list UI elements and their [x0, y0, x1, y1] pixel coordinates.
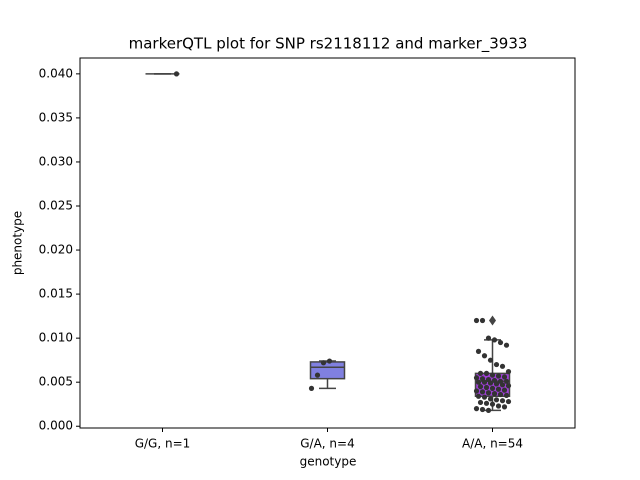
point — [485, 335, 492, 341]
point — [497, 339, 504, 346]
y-axis-label: phenotype — [11, 211, 25, 275]
point — [495, 386, 502, 392]
point — [483, 384, 490, 391]
point — [485, 390, 492, 396]
point — [495, 403, 502, 409]
point — [483, 370, 490, 376]
x-tick-label: G/A, n=4 — [300, 437, 354, 451]
point — [505, 383, 512, 389]
point — [491, 391, 498, 397]
point — [473, 317, 480, 324]
point — [499, 382, 506, 388]
point — [487, 357, 494, 363]
y-tick-label: 0.030 — [39, 154, 73, 168]
y-tick-label: 0.005 — [39, 375, 73, 389]
x-tick-label: G/G, n=1 — [135, 437, 191, 451]
point — [487, 380, 494, 386]
point — [475, 393, 482, 399]
point — [501, 404, 508, 410]
point — [477, 399, 484, 406]
point — [499, 363, 506, 369]
y-tick-label: 0.035 — [39, 110, 73, 124]
point — [481, 394, 488, 400]
point — [495, 373, 502, 379]
y-tick-label: 0.040 — [39, 66, 73, 80]
point — [479, 317, 486, 324]
flier — [489, 315, 496, 326]
point — [475, 348, 482, 354]
point — [479, 406, 486, 413]
point — [489, 385, 496, 391]
point — [479, 389, 486, 395]
point — [473, 388, 480, 394]
point — [503, 342, 510, 348]
point — [493, 381, 500, 387]
point — [501, 374, 508, 380]
point — [487, 396, 494, 402]
x-axis-label: genotype — [300, 455, 357, 469]
point — [481, 379, 488, 385]
y-tick-label: 0.020 — [39, 243, 73, 257]
point — [489, 401, 496, 407]
point — [481, 353, 488, 359]
point — [485, 407, 492, 413]
point — [505, 398, 512, 405]
y-tick-label: 0.015 — [39, 287, 73, 301]
point — [493, 361, 500, 368]
point — [477, 383, 484, 390]
point — [483, 400, 490, 406]
point — [499, 398, 506, 404]
x-tick-label: A/A, n=54 — [462, 437, 523, 451]
point — [477, 370, 484, 376]
point — [473, 375, 480, 381]
point — [473, 406, 480, 412]
point — [491, 337, 498, 343]
point — [320, 360, 327, 366]
y-tick-label: 0.025 — [39, 199, 73, 213]
point — [503, 392, 510, 399]
point — [505, 369, 512, 375]
point — [326, 358, 333, 364]
point — [475, 379, 482, 385]
point — [173, 71, 180, 77]
point — [314, 372, 321, 378]
point — [503, 378, 510, 384]
point — [497, 391, 504, 398]
point — [308, 385, 315, 391]
point — [501, 387, 508, 393]
y-tick-label: 0.000 — [39, 419, 73, 433]
point — [489, 372, 496, 378]
y-tick-label: 0.010 — [39, 331, 73, 345]
point — [493, 397, 500, 403]
chart-title: markerQTL plot for SNP rs2118112 and mar… — [129, 35, 528, 54]
plot-frame — [79, 57, 576, 429]
